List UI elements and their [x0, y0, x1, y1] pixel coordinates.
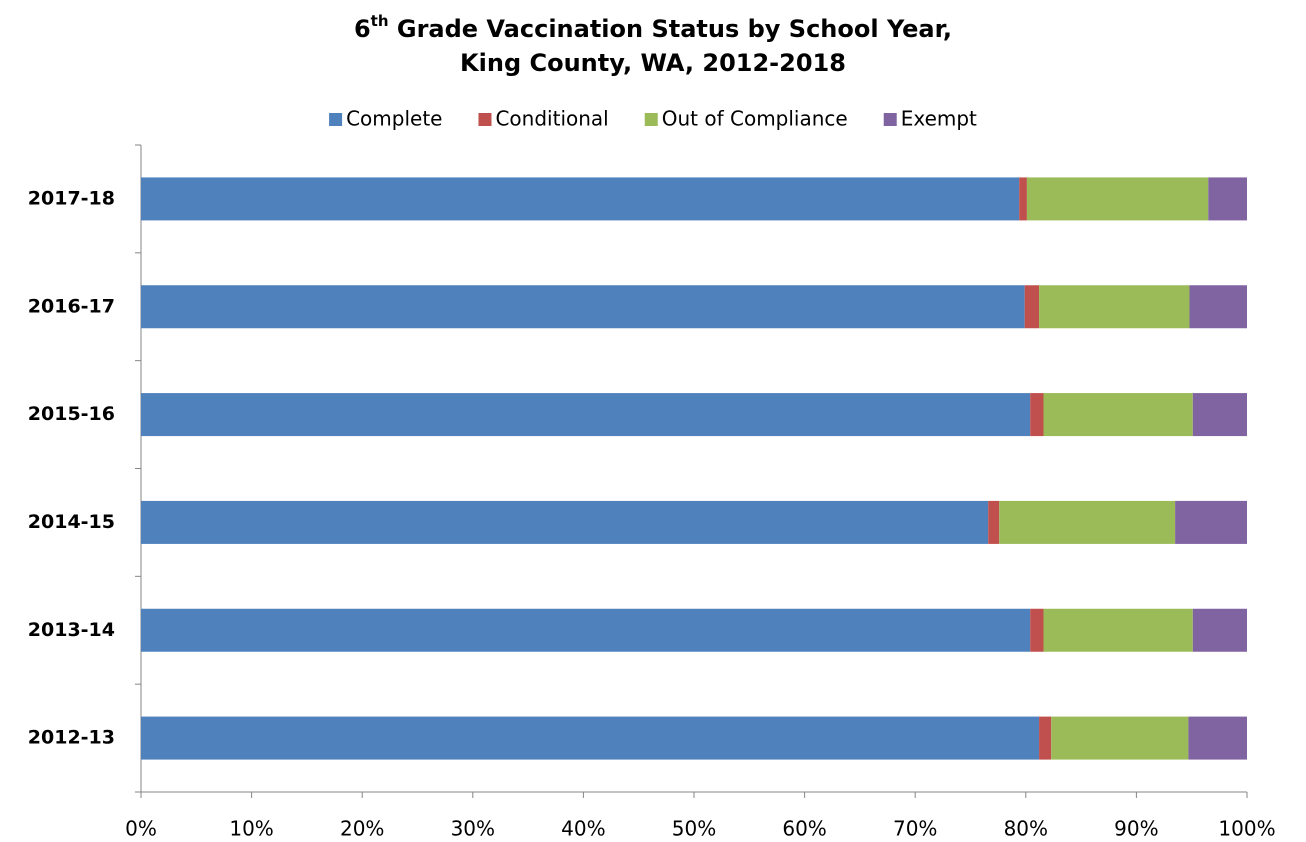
- legend-label: Complete: [346, 107, 442, 131]
- bar-segment: [1026, 177, 1209, 221]
- legend-swatch: [329, 113, 343, 126]
- legend-label: Out of Compliance: [662, 107, 848, 131]
- title-part: Grade Vaccination Status by School Year,: [389, 15, 953, 43]
- bar-segment: [999, 500, 1176, 544]
- y-tick-label: 2015-16: [28, 403, 115, 425]
- bar-segment: [1030, 393, 1044, 437]
- legend-item: Exempt: [883, 107, 977, 131]
- bar-segment: [1043, 393, 1193, 437]
- bar-segment: [141, 393, 1031, 437]
- bar-segment: [1019, 177, 1027, 221]
- bar-segment: [1024, 285, 1040, 329]
- x-tick-label: 80%: [1004, 817, 1048, 841]
- bar-segment: [1039, 285, 1190, 329]
- x-tick-label: 0%: [125, 817, 157, 841]
- legend-swatch: [644, 113, 658, 126]
- x-tick-label: 10%: [229, 817, 273, 841]
- y-tick-label: 2012-13: [28, 727, 115, 749]
- legend-swatch: [478, 113, 492, 126]
- legend-item: Conditional: [478, 107, 609, 131]
- bar-segment: [141, 177, 1020, 221]
- bar-segment: [141, 285, 1025, 329]
- legend-label: Conditional: [495, 107, 608, 131]
- bar-segment: [1188, 716, 1247, 760]
- x-tick-label: 70%: [893, 817, 937, 841]
- bar-segment: [141, 500, 989, 544]
- x-tick-label: 30%: [451, 817, 495, 841]
- legend-swatch: [883, 113, 897, 126]
- y-tick-label: 2014-15: [28, 511, 115, 533]
- chart-title: King County, WA, 2012-2018: [460, 49, 846, 77]
- x-tick-label: 50%: [672, 817, 716, 841]
- bar-segment: [1192, 608, 1247, 652]
- bar-segment: [1175, 500, 1247, 544]
- y-tick-label: 2016-17: [28, 295, 115, 317]
- title-part: 6: [354, 15, 371, 43]
- bar-segment: [1192, 393, 1247, 437]
- legend-item: Complete: [329, 107, 442, 131]
- x-tick-label: 100%: [1218, 817, 1275, 841]
- bar-segment: [1208, 177, 1247, 221]
- chart-title: 6th Grade Vaccination Status by School Y…: [354, 12, 952, 44]
- bar-segment: [1043, 608, 1193, 652]
- title-superscript: th: [371, 12, 389, 30]
- bar-segment: [1051, 716, 1189, 760]
- bar-segment: [1189, 285, 1247, 329]
- y-tick-label: 2017-18: [28, 187, 115, 209]
- bar-segment: [141, 716, 1040, 760]
- x-tick-label: 90%: [1114, 817, 1158, 841]
- x-tick-label: 60%: [782, 817, 826, 841]
- bar-segment: [1030, 608, 1044, 652]
- bar-segment: [141, 608, 1031, 652]
- bar-segment: [1039, 716, 1052, 760]
- x-tick-label: 20%: [340, 817, 384, 841]
- legend-label: Exempt: [901, 107, 977, 131]
- legend-item: Out of Compliance: [644, 107, 848, 131]
- y-tick-label: 2013-14: [28, 619, 115, 641]
- bar-segment: [988, 500, 1000, 544]
- x-tick-label: 40%: [561, 817, 605, 841]
